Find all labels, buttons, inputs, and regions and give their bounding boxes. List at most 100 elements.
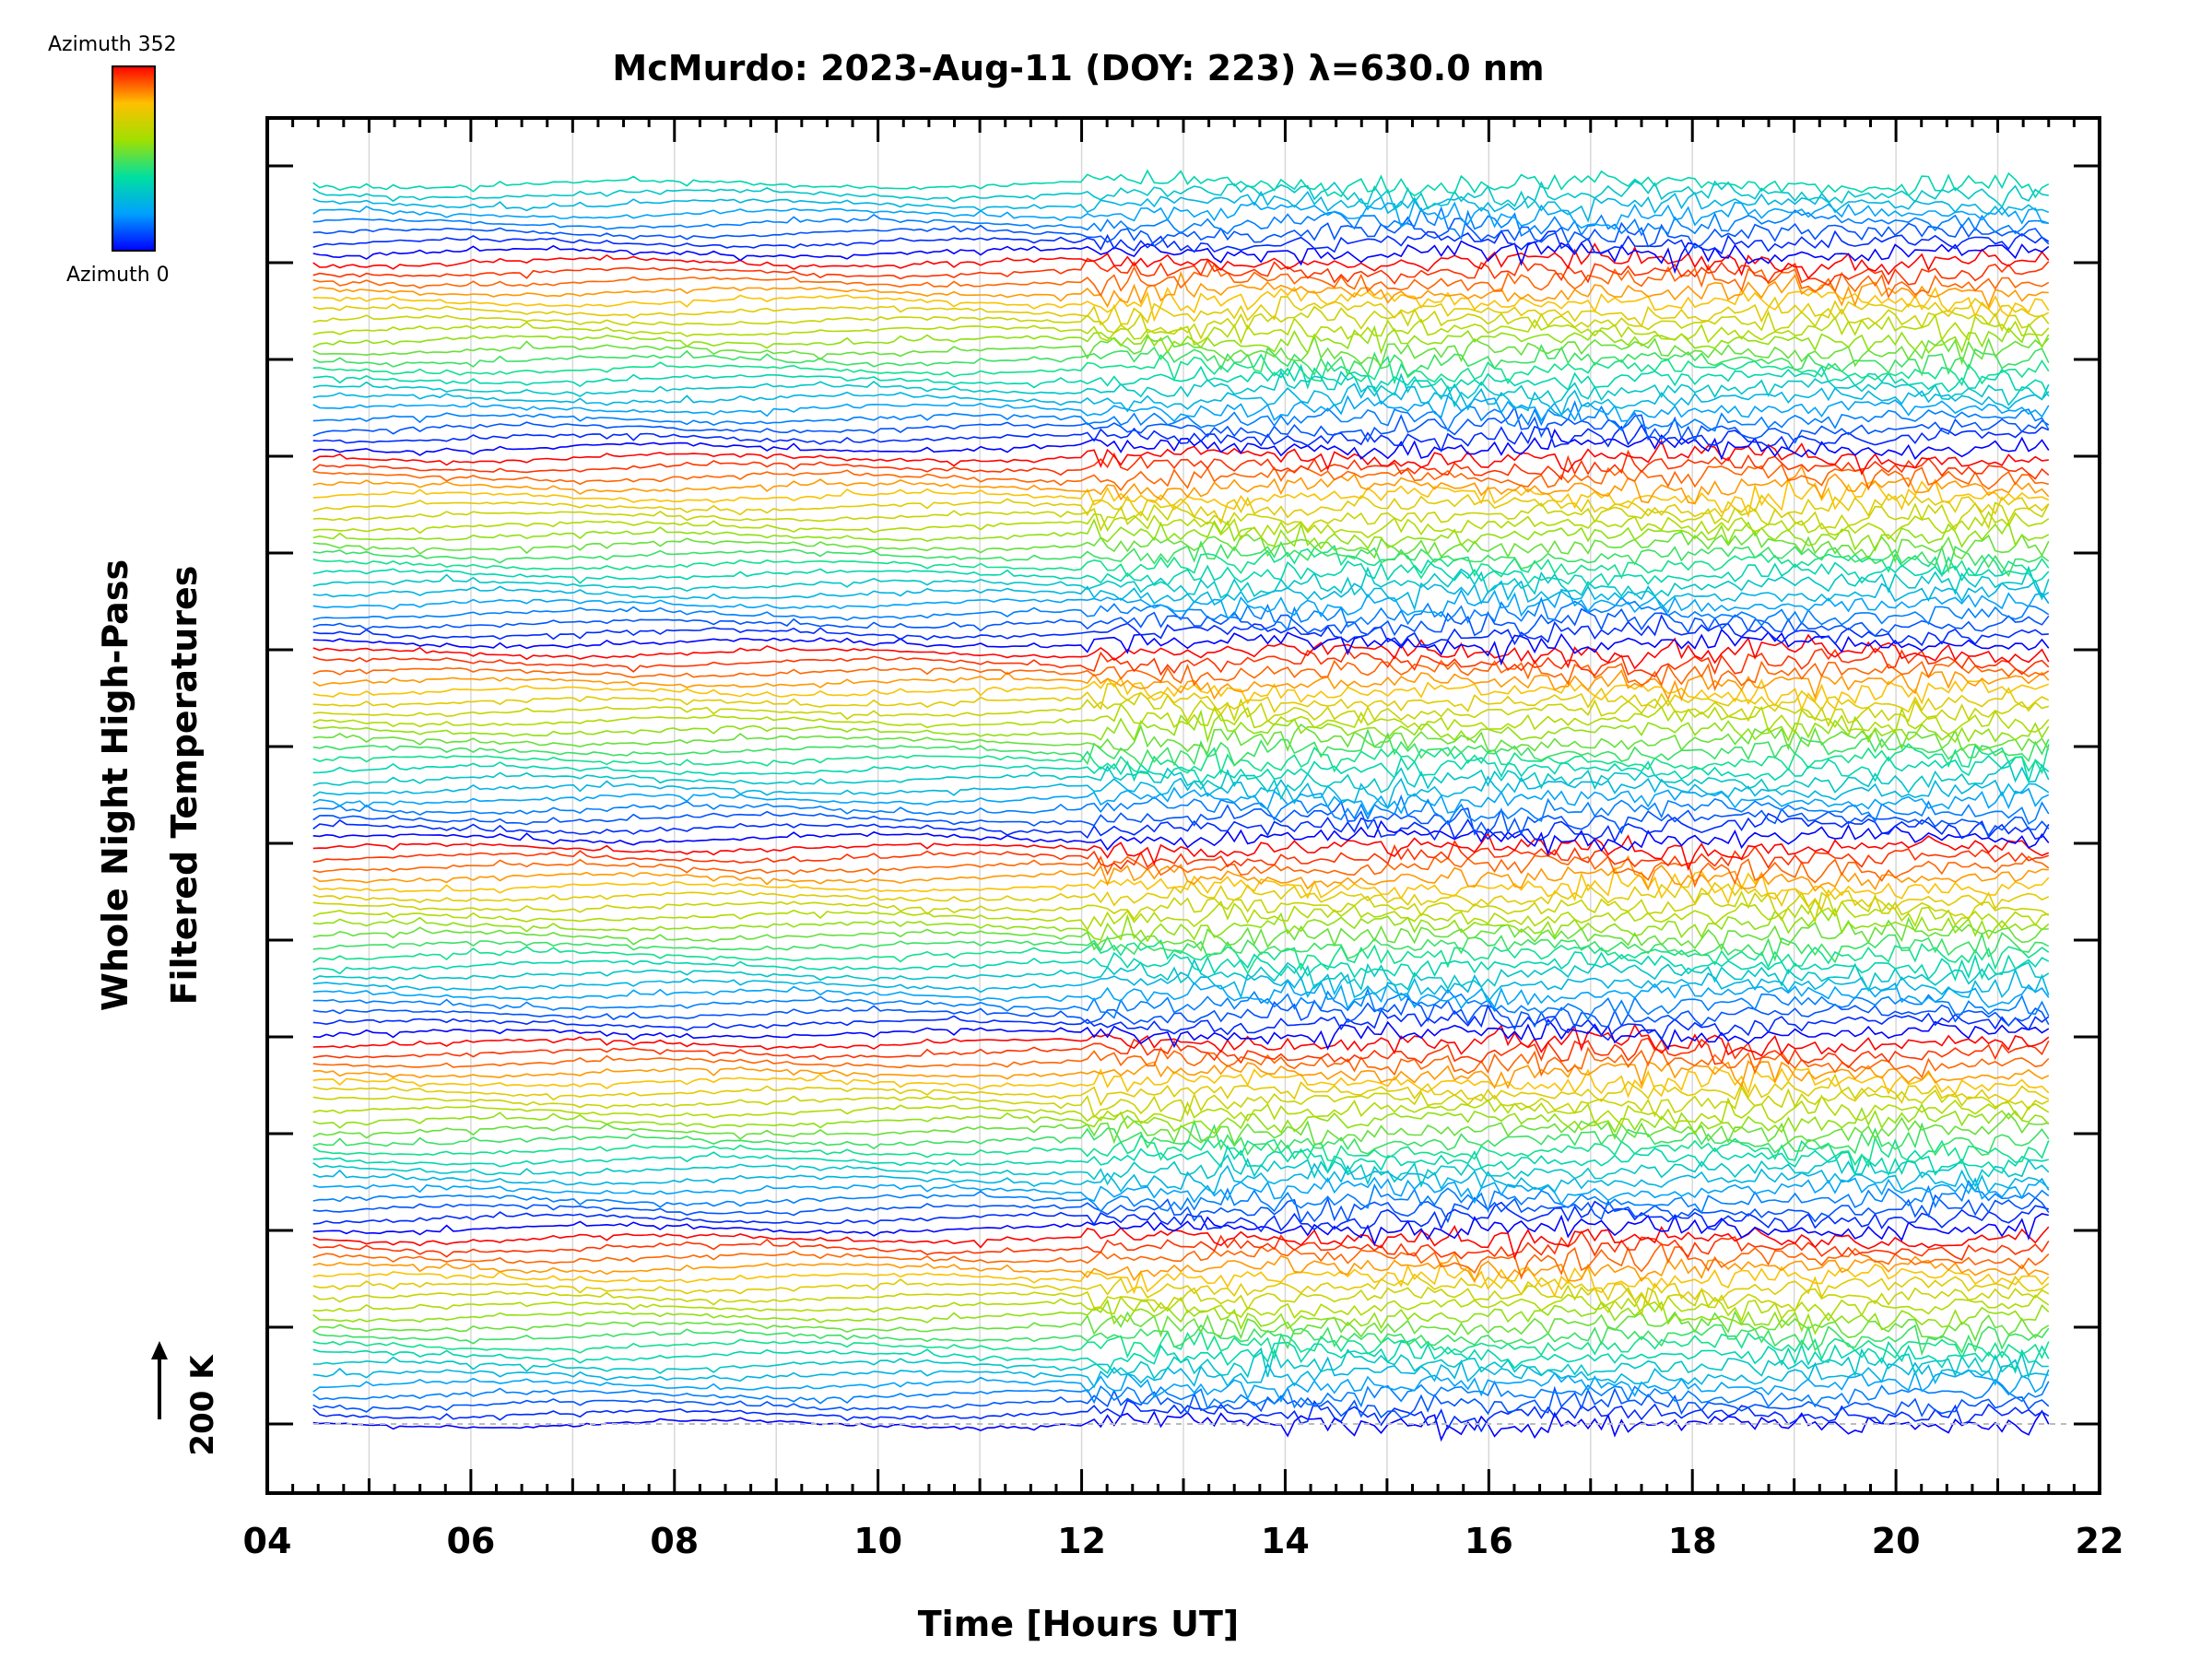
series-line — [312, 1399, 2050, 1433]
series-line — [312, 1324, 2050, 1357]
series-line — [312, 958, 2050, 993]
series-line — [312, 1112, 2049, 1147]
series-line — [312, 723, 2050, 756]
series-line — [312, 854, 2050, 888]
series-line — [312, 206, 2050, 241]
series-line — [312, 979, 2050, 1010]
series-line — [312, 607, 2050, 638]
series-line — [312, 1176, 2050, 1206]
series-line — [312, 1356, 2049, 1389]
series-line — [312, 229, 2050, 256]
series-line — [312, 286, 2050, 323]
series-line — [312, 676, 2050, 712]
series-line — [312, 353, 2050, 387]
series-line — [312, 477, 2050, 518]
series-line — [312, 1134, 2050, 1169]
series-line — [312, 839, 2050, 870]
series-line — [312, 565, 2050, 601]
series-line — [312, 1241, 2050, 1280]
series-line — [312, 812, 2050, 843]
series-line — [312, 997, 2050, 1031]
series-line — [312, 1273, 2050, 1306]
series-line — [312, 932, 2050, 964]
series-line — [312, 1200, 2050, 1233]
series-line — [312, 1154, 2050, 1188]
series-line — [312, 257, 2050, 287]
scale-label: 200 K — [184, 1355, 221, 1456]
colorbar-top-label: Azimuth 352 — [48, 33, 177, 56]
series-line — [312, 511, 2050, 541]
series-line — [312, 270, 2049, 309]
series-line — [312, 1046, 2050, 1079]
series-line — [312, 579, 2050, 611]
series-line — [312, 669, 2050, 702]
series-line — [312, 1023, 2050, 1057]
azimuth-colorbar — [112, 65, 156, 252]
series-line — [312, 709, 2050, 744]
x-tick-label: 06 — [446, 1521, 495, 1561]
series-line — [312, 1310, 2050, 1342]
series-line — [312, 382, 2050, 418]
series-line — [312, 1194, 2050, 1225]
temperature-traces — [312, 169, 2050, 1442]
series-line — [312, 559, 2050, 587]
series-line — [312, 199, 2049, 230]
series-line — [312, 759, 2050, 801]
series-line — [312, 691, 2050, 728]
series-line — [312, 180, 2049, 211]
series-line — [312, 1230, 2050, 1261]
series-line — [312, 530, 2050, 564]
series-line — [312, 305, 2050, 340]
series-line — [312, 755, 2050, 785]
series-line — [312, 794, 2050, 826]
series-line — [312, 363, 2050, 397]
series-line — [312, 588, 2050, 620]
colorbar-bottom-label: Azimuth 0 — [66, 264, 170, 287]
x-tick-label: 08 — [650, 1521, 699, 1561]
series-line — [312, 1065, 2050, 1099]
series-line — [312, 683, 2050, 716]
y-axis-ticks — [267, 164, 2100, 1426]
series-line — [312, 907, 2050, 943]
series-line — [312, 1073, 2050, 1107]
x-tick-label: 04 — [243, 1521, 292, 1561]
series-line — [312, 1369, 2050, 1404]
series-line — [312, 240, 2050, 275]
series-line — [312, 1018, 2050, 1051]
series-line — [312, 1037, 2050, 1069]
series-line — [312, 1340, 2050, 1375]
series-line — [312, 1102, 2050, 1136]
series-line — [312, 889, 2050, 924]
series-line — [312, 399, 2050, 432]
series-line — [312, 405, 2050, 444]
series-line — [312, 1003, 2050, 1041]
series-line — [312, 786, 2050, 817]
series-line — [312, 1378, 2050, 1410]
series-line — [312, 728, 2050, 767]
series-line — [312, 1225, 2050, 1260]
series-line — [312, 216, 2050, 250]
series-line — [312, 775, 2050, 809]
series-line — [312, 1144, 2049, 1177]
series-line — [312, 800, 2050, 837]
series-line — [312, 394, 2050, 423]
series-line — [312, 428, 2050, 461]
scale-arrow — [151, 1341, 168, 1419]
series-line — [312, 967, 2050, 1004]
series-line — [312, 449, 2050, 481]
x-tick-label: 10 — [853, 1521, 902, 1561]
series-line — [312, 1213, 2049, 1247]
x-tick-label: 20 — [1872, 1521, 1921, 1561]
series-line — [312, 702, 2050, 735]
series-line — [312, 370, 2050, 408]
series-line — [312, 1299, 2050, 1335]
series-line — [312, 439, 2049, 476]
series-line — [312, 659, 2050, 691]
series-line — [312, 540, 2050, 578]
series-line — [312, 879, 2050, 912]
series-line — [312, 951, 2050, 982]
series-line — [312, 1179, 2050, 1215]
series-line — [312, 501, 2050, 532]
series-line — [312, 647, 2050, 678]
